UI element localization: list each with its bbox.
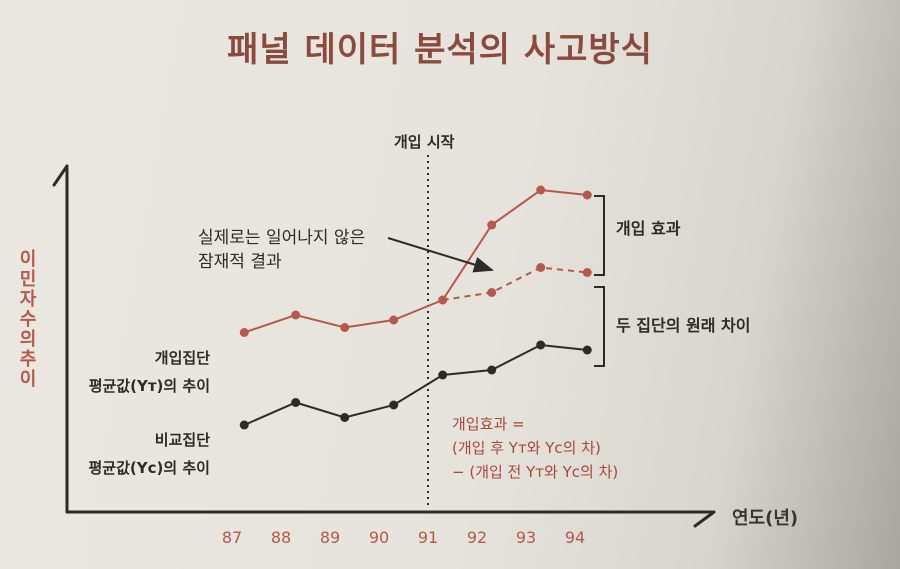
effect-annotation: 개입 효과 bbox=[616, 219, 681, 238]
data-point-0-4 bbox=[438, 295, 448, 305]
series-line-0 bbox=[243, 188, 588, 334]
data-point-0-1 bbox=[291, 310, 301, 320]
data-point-1-5 bbox=[487, 365, 497, 375]
x-tick-90: 90 bbox=[368, 528, 390, 547]
data-point-0-7 bbox=[582, 190, 592, 200]
series-lines bbox=[243, 188, 588, 426]
data-point-2-1 bbox=[487, 288, 497, 297]
control-label-line2: 평균값(Yc)의 추이 bbox=[88, 459, 211, 477]
x-axis-label: 연도(년) bbox=[732, 508, 799, 529]
data-point-1-2 bbox=[340, 413, 350, 422]
data-point-2-2 bbox=[536, 263, 546, 272]
effect-bracket bbox=[594, 195, 605, 276]
data-point-2-3 bbox=[582, 268, 592, 277]
data-point-1-6 bbox=[536, 340, 546, 350]
data-point-1-4 bbox=[438, 370, 448, 380]
series-line-2 bbox=[442, 266, 588, 301]
formula-line1: 개입효과 = bbox=[452, 415, 525, 433]
counterfactual-line2: 잠재적 결과 bbox=[198, 252, 282, 272]
x-tick-93: 93 bbox=[515, 528, 537, 547]
x-tick-94: 94 bbox=[564, 528, 586, 547]
data-point-1-7 bbox=[582, 345, 592, 355]
control-series-label: 비교집단 평균값(Yc)의 추이 bbox=[80, 426, 211, 482]
formula-line2: (개입 후 Yт와 Yc의 차) bbox=[452, 439, 601, 457]
baseline-diff-annotation: 두 집단의 원래 차이 bbox=[616, 316, 751, 335]
data-point-0-0 bbox=[239, 328, 249, 337]
y-axis bbox=[52, 164, 69, 514]
formula-line3: − (개입 전 Yт와 Yc의 차) bbox=[452, 463, 619, 481]
series-line-1 bbox=[243, 343, 588, 426]
counterfactual-arrow bbox=[387, 237, 494, 273]
x-tick-91: 91 bbox=[417, 528, 439, 547]
x-tick-88: 88 bbox=[270, 528, 292, 547]
x-tick-87: 87 bbox=[221, 528, 243, 547]
data-point-0-6 bbox=[536, 185, 546, 195]
control-label-line1: 비교집단 bbox=[154, 431, 210, 449]
x-tick-89: 89 bbox=[319, 528, 341, 547]
data-point-0-3 bbox=[389, 315, 399, 325]
counterfactual-line1: 실제로는 일어나지 않은 bbox=[198, 228, 366, 248]
data-point-1-0 bbox=[239, 420, 249, 430]
formula-annotation: 개입효과 = (개입 후 Yт와 Yc의 차) − (개입 전 Yт와 Yc의 … bbox=[452, 412, 618, 484]
data-points bbox=[239, 185, 592, 430]
data-point-1-1 bbox=[291, 398, 301, 407]
data-point-0-5 bbox=[487, 220, 497, 230]
treated-series-label: 개입집단 평균값(Yт)의 추이 bbox=[80, 344, 210, 400]
brackets bbox=[594, 195, 605, 367]
axes bbox=[52, 155, 716, 528]
data-point-1-3 bbox=[389, 400, 399, 410]
x-axis bbox=[65, 510, 716, 528]
baseline-bracket bbox=[594, 286, 605, 367]
x-tick-92: 92 bbox=[466, 528, 488, 547]
y-axis-label: 이민자 수의 추이 bbox=[19, 249, 37, 390]
intervention-label: 개입 시작 bbox=[394, 133, 455, 151]
counterfactual-annotation: 실제로는 일어나지 않은 잠재적 결과 bbox=[198, 226, 365, 274]
data-point-0-2 bbox=[340, 323, 350, 332]
chart-title: 패널 데이터 분석의 사고방식 bbox=[227, 30, 653, 70]
treated-label-line1: 개입집단 bbox=[154, 349, 210, 367]
treated-label-line2: 평균값(Yт)의 추이 bbox=[88, 377, 210, 395]
